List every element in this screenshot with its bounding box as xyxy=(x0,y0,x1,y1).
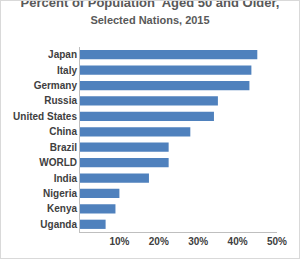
svg-text:50%: 50% xyxy=(267,236,287,247)
svg-text:Nigeria: Nigeria xyxy=(43,188,77,199)
svg-text:China: China xyxy=(49,126,77,137)
svg-text:30%: 30% xyxy=(188,236,208,247)
svg-text:Russia: Russia xyxy=(44,95,77,106)
svg-text:United States: United States xyxy=(13,111,77,122)
svg-text:India: India xyxy=(54,173,78,184)
svg-text:Brazil: Brazil xyxy=(50,142,77,153)
svg-text:Kenya: Kenya xyxy=(47,203,77,214)
svg-text:40%: 40% xyxy=(228,236,248,247)
svg-text:Uganda: Uganda xyxy=(40,219,77,230)
svg-text:Japan: Japan xyxy=(48,49,77,60)
svg-text:Percent of Population Aged 50: Percent of Population Aged 50 and Older,… xyxy=(21,1,280,26)
svg-text:Germany: Germany xyxy=(34,80,78,91)
svg-text:Italy: Italy xyxy=(57,65,77,76)
svg-text:WORLD: WORLD xyxy=(39,157,77,168)
svg-text:10%: 10% xyxy=(109,236,129,247)
svg-text:20%: 20% xyxy=(149,236,169,247)
